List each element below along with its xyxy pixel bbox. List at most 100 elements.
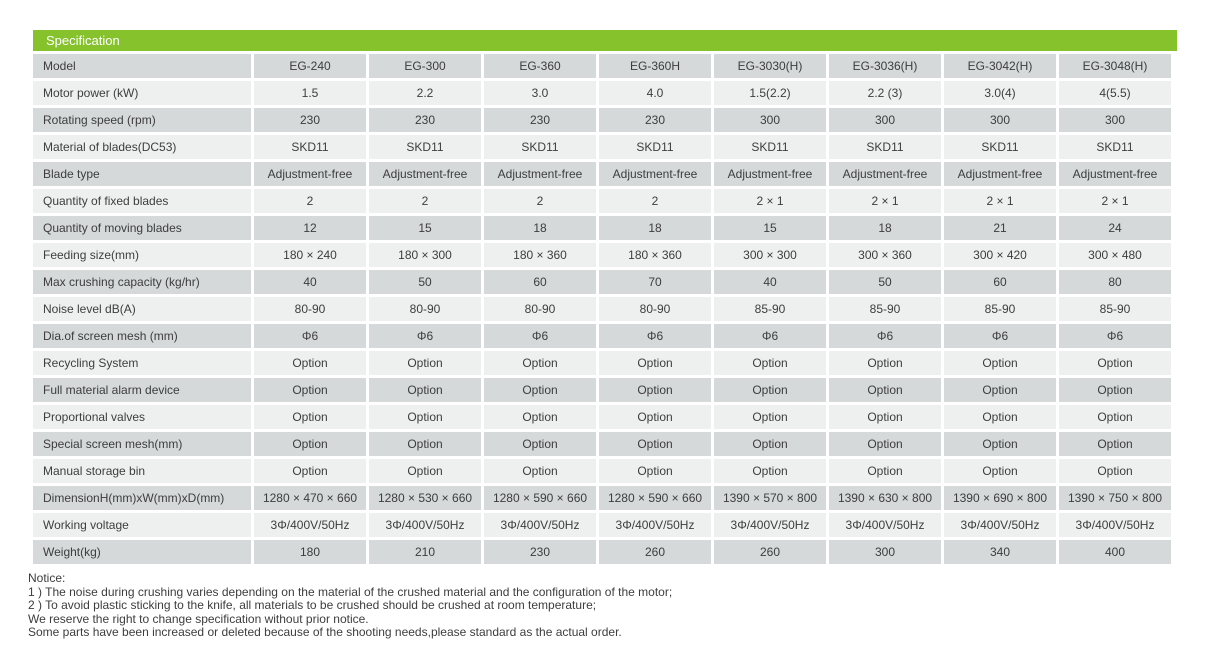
spec-cell: Option (369, 432, 481, 456)
spec-cell: Option (369, 405, 481, 429)
spec-cell: 300 (944, 108, 1056, 132)
table-title-bar: Specification (33, 30, 1177, 51)
spec-cell: Option (599, 351, 711, 375)
spec-row: Blade type Adjustment-free Adjustment-free… (33, 162, 1171, 186)
spec-cell: 300 (829, 108, 941, 132)
spec-cell: Option (599, 432, 711, 456)
spec-cell: Option (944, 432, 1056, 456)
spec-cell: 230 (484, 540, 596, 564)
row-label: Proportional valves (33, 405, 251, 429)
spec-cell: 2.2 (3) (829, 81, 941, 105)
spec-cell: 2 (254, 189, 366, 213)
spec-cell: 180 × 300 (369, 243, 481, 267)
spec-cell: Adjustment-free (1059, 162, 1171, 186)
spec-cell: EG-3030(H) (714, 54, 826, 78)
spec-cell: EG-360 (484, 54, 596, 78)
row-label: Working voltage (33, 513, 251, 537)
spec-cell: Option (254, 351, 366, 375)
spec-row: Max crushing capacity (kg/hr) 40 50 60 70 40 5… (33, 270, 1171, 294)
row-label: DimensionH(mm)xW(mm)xD(mm) (33, 486, 251, 510)
spec-cell: 3.0(4) (944, 81, 1056, 105)
spec-cell: 180 × 360 (484, 243, 596, 267)
spec-cell: Option (484, 351, 596, 375)
row-label: Recycling System (33, 351, 251, 375)
spec-cell: SKD11 (944, 135, 1056, 159)
spec-cell: Option (829, 351, 941, 375)
spec-cell: Option (714, 405, 826, 429)
row-label: Full material alarm device (33, 378, 251, 402)
spec-row: Manual storage bin Option Option Option Opti… (33, 459, 1171, 483)
spec-cell: 3Φ/400V/50Hz (484, 513, 596, 537)
spec-cell: 3Φ/400V/50Hz (599, 513, 711, 537)
spec-cell: 230 (484, 108, 596, 132)
spec-cell: Option (829, 459, 941, 483)
spec-cell: Option (369, 459, 481, 483)
spec-cell: 230 (254, 108, 366, 132)
spec-cell: EG-360H (599, 54, 711, 78)
spec-cell: Option (599, 405, 711, 429)
spec-cell: 60 (944, 270, 1056, 294)
row-label: Feeding size(mm) (33, 243, 251, 267)
spec-cell: 18 (484, 216, 596, 240)
spec-cell: 210 (369, 540, 481, 564)
spec-cell: 400 (1059, 540, 1171, 564)
spec-cell: 40 (714, 270, 826, 294)
spec-cell: 2 × 1 (944, 189, 1056, 213)
spec-cell: Option (484, 405, 596, 429)
spec-row: Feeding size(mm) 180 × 240 180 × 300 180 × … (33, 243, 1171, 267)
spec-row: Special screen mesh(mm) Option Option Optio… (33, 432, 1171, 456)
spec-cell: EG-3036(H) (829, 54, 941, 78)
row-label: Rotating speed (rpm) (33, 108, 251, 132)
row-label: Noise level dB(A) (33, 297, 251, 321)
spec-cell: Φ6 (484, 324, 596, 348)
spec-cell: Adjustment-free (944, 162, 1056, 186)
row-label: Manual storage bin (33, 459, 251, 483)
spec-cell: SKD11 (829, 135, 941, 159)
spec-table: Model EG-240 EG-300 EG-360 EG-360H EG-3030(H)… (30, 51, 1174, 567)
spec-cell: Option (1059, 378, 1171, 402)
row-label: Quantity of fixed blades (33, 189, 251, 213)
spec-cell: 80-90 (254, 297, 366, 321)
spec-cell: 2 (484, 189, 596, 213)
spec-row: Material of blades(DC53) SKD11 SKD11 SKD11 S… (33, 135, 1171, 159)
notice-line: 1 ) The noise during crushing varies dep… (28, 584, 673, 599)
spec-cell: 85-90 (829, 297, 941, 321)
spec-cell: Adjustment-free (599, 162, 711, 186)
row-label: Material of blades(DC53) (33, 135, 251, 159)
table-title: Specification (46, 33, 120, 48)
specification-table-section: Specification Model EG-240 EG-300 EG-360 EG-… (28, 30, 1177, 640)
spec-cell: EG-300 (369, 54, 481, 78)
spec-cell: Option (599, 378, 711, 402)
spec-row: Quantity of moving blades 12 15 18 18 15 18 21 2… (33, 216, 1171, 240)
spec-cell: 18 (599, 216, 711, 240)
spec-cell: 80-90 (369, 297, 481, 321)
spec-cell: Φ6 (599, 324, 711, 348)
spec-cell: 2.2 (369, 81, 481, 105)
spec-cell: Option (484, 432, 596, 456)
spec-cell: 4(5.5) (1059, 81, 1171, 105)
spec-cell: 24 (1059, 216, 1171, 240)
spec-cell: 340 (944, 540, 1056, 564)
spec-cell: Option (484, 459, 596, 483)
spec-cell: 1.5 (254, 81, 366, 105)
spec-cell: Option (829, 405, 941, 429)
spec-cell: 2 × 1 (829, 189, 941, 213)
spec-cell: 1280 × 530 × 660 (369, 486, 481, 510)
spec-cell: Option (714, 378, 826, 402)
notice-title: Notice: (28, 571, 66, 585)
spec-cell: Option (829, 378, 941, 402)
spec-cell: Option (714, 351, 826, 375)
spec-cell: 50 (369, 270, 481, 294)
spec-cell: SKD11 (369, 135, 481, 159)
spec-cell: 1390 × 690 × 800 (944, 486, 1056, 510)
spec-cell: EG-3042(H) (944, 54, 1056, 78)
spec-cell: 60 (484, 270, 596, 294)
spec-cell: Option (254, 459, 366, 483)
notice-line: Some parts have been increased or delete… (28, 625, 622, 639)
spec-cell: 260 (714, 540, 826, 564)
spec-cell: 180 (254, 540, 366, 564)
spec-row: Noise level dB(A) 80-90 80-90 80-90 80-90 85-… (33, 297, 1171, 321)
spec-cell: 3Φ/400V/50Hz (1059, 513, 1171, 537)
spec-cell: Option (599, 459, 711, 483)
